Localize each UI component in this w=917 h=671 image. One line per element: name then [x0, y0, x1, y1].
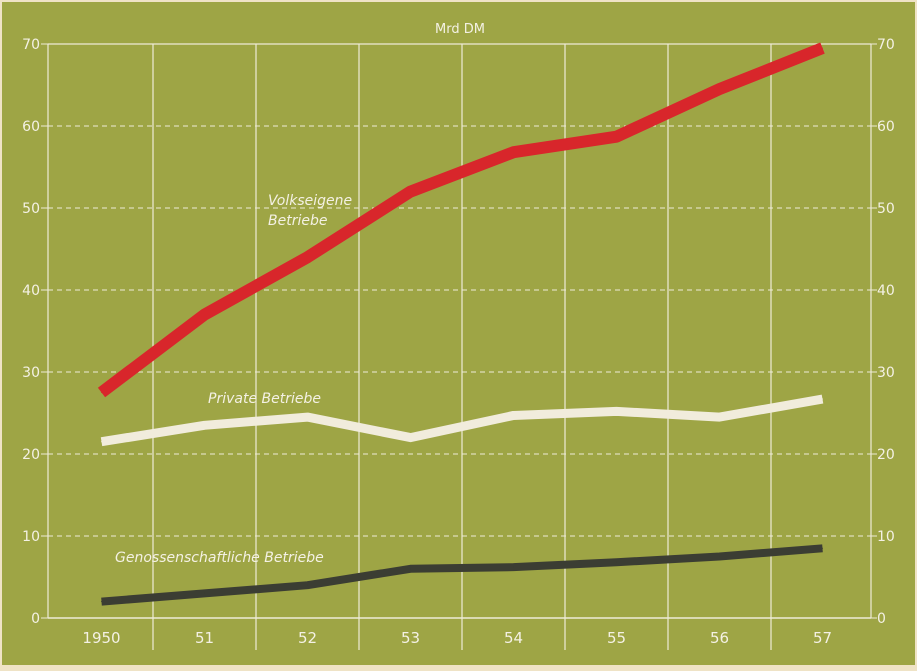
y-tick-label-left: 70	[22, 37, 40, 53]
data-point	[204, 424, 205, 426]
x-tick-label: 53	[401, 629, 420, 647]
data-point	[719, 416, 720, 418]
series-line	[97, 42, 825, 398]
y-tick-label-left: 40	[22, 283, 40, 299]
axes: 0 0 10 10 20 20 30 30 40 40 50 50 60 60 70 70 1950 51 52 53…	[22, 37, 895, 647]
y-tick-label-right: 60	[877, 119, 895, 135]
data-point	[822, 547, 823, 549]
data-point	[719, 88, 720, 90]
x-tick-label: 54	[504, 629, 523, 647]
y-tick-label-left: 60	[22, 119, 40, 135]
data-point	[101, 392, 102, 393]
data-point	[204, 314, 205, 316]
series-group	[97, 42, 825, 606]
x-tick-label: 55	[607, 629, 626, 647]
series-label: Private Betriebe	[208, 391, 321, 407]
y-tick-label-left: 30	[22, 365, 40, 381]
series-line	[100, 394, 824, 447]
data-point	[410, 568, 411, 570]
data-point	[101, 441, 102, 443]
y-tick-label-left: 0	[31, 611, 40, 627]
data-point	[410, 437, 411, 439]
y-tick-label-left: 10	[22, 529, 40, 545]
y-tick-label-right: 0	[877, 611, 886, 627]
data-point	[307, 256, 308, 258]
data-point	[513, 566, 514, 568]
data-point	[616, 561, 617, 563]
series-line	[101, 544, 823, 606]
x-tick-label: 57	[813, 629, 832, 647]
data-point	[616, 136, 617, 138]
data-point	[822, 398, 823, 400]
y-tick-label-left: 50	[22, 201, 40, 217]
data-point	[513, 414, 514, 416]
data-point	[410, 191, 411, 193]
series-label: Genossenschaftliche Betriebe	[115, 550, 324, 566]
x-tick-label: 51	[195, 629, 214, 647]
data-point	[307, 416, 308, 418]
unit-label: Mrd DM	[435, 22, 485, 37]
y-tick-label-left: 20	[22, 447, 40, 463]
x-tick-label: 1950	[82, 629, 120, 647]
series-label: Volkseigene Betriebe	[268, 193, 352, 229]
y-tick-label-right: 40	[877, 283, 895, 299]
data-point	[307, 584, 308, 586]
y-tick-label-right: 70	[877, 37, 895, 53]
data-point	[822, 47, 823, 49]
y-tick-label-right: 10	[877, 529, 895, 545]
y-tick-label-right: 50	[877, 201, 895, 217]
data-point	[101, 601, 102, 603]
data-point	[616, 410, 617, 412]
y-tick-label-right: 30	[877, 365, 895, 381]
data-point	[513, 151, 514, 153]
x-tick-label: 56	[710, 629, 729, 647]
data-point	[719, 556, 720, 557]
series-labels: Volkseigene Betriebe Private Betriebe Genos…	[115, 193, 352, 566]
grid	[48, 44, 871, 650]
data-point	[204, 592, 205, 594]
x-tick-label: 52	[298, 629, 317, 647]
y-tick-label-right: 20	[877, 447, 895, 463]
